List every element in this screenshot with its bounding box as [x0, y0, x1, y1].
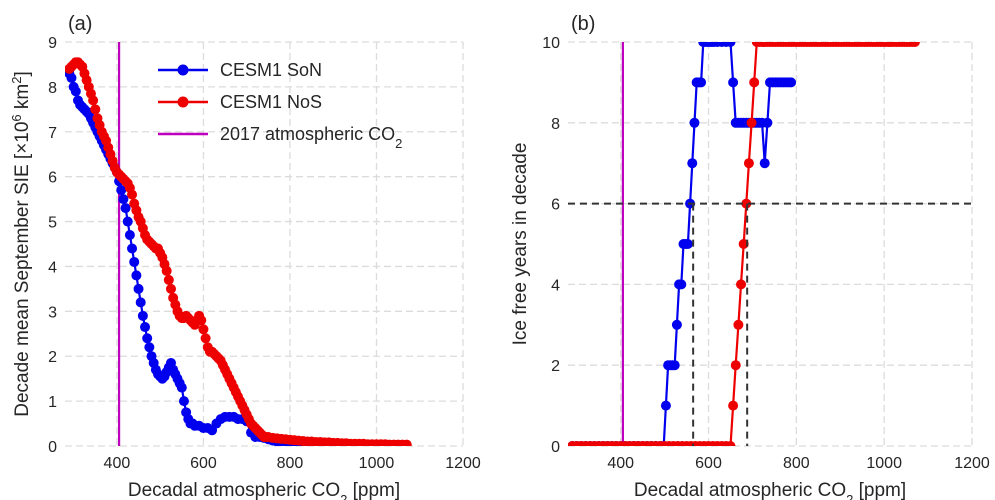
data-point	[671, 319, 682, 330]
y-tick-label: 10	[542, 35, 560, 52]
panel-a-ticks: 400 600 800 1000 1200 0 1 2 3 4 5 6 7 8 9	[48, 35, 481, 472]
panel-a-series	[65, 57, 412, 446]
y-tick-label: 8	[48, 80, 57, 97]
y-tick-label: 9	[48, 35, 57, 52]
data-point	[140, 322, 151, 333]
data-point	[743, 158, 754, 169]
data-point	[728, 400, 739, 411]
data-point	[133, 283, 144, 294]
data-point	[401, 439, 412, 446]
x-tick-label: 600	[695, 455, 722, 472]
data-point	[178, 396, 189, 407]
panel-b-series	[568, 42, 920, 446]
x-tick-label: 800	[277, 455, 304, 472]
y-tick-label: 7	[48, 125, 57, 142]
panel-b-x-axis-label: Decadal atmospheric CO2 [ppm]	[634, 480, 906, 500]
panel-a-grid	[65, 41, 464, 447]
legend-label-2017: 2017 atmospheric CO2	[220, 124, 402, 151]
data-point	[660, 400, 671, 411]
data-point	[725, 42, 736, 47]
data-point	[733, 319, 744, 330]
panel-b-y-axis-label: Ice free years in decade	[510, 143, 531, 346]
x-tick-label: 600	[190, 455, 217, 472]
data-point	[127, 189, 138, 200]
data-point	[127, 243, 138, 254]
data-point	[142, 333, 153, 344]
data-point	[144, 342, 155, 353]
data-point	[759, 158, 770, 169]
y-tick-label: 2	[48, 349, 57, 366]
data-point	[909, 42, 920, 47]
legend: CESM1 SoN CESM1 NoS 2017 atmospheric CO2	[158, 60, 402, 151]
y-tick-label: 8	[551, 116, 560, 133]
legend-label-son: CESM1 SoN	[220, 60, 322, 80]
panel-b-label: (b)	[571, 13, 595, 35]
data-point	[669, 360, 680, 371]
x-tick-label: 1000	[866, 455, 902, 472]
y-tick-label: 6	[551, 197, 560, 214]
data-point	[122, 216, 133, 227]
data-point	[786, 77, 797, 88]
data-point	[163, 274, 174, 285]
data-point	[116, 185, 127, 196]
data-point	[129, 256, 140, 267]
panel-a-y-axis-label: Decade mean September SIE [×106 km2]	[9, 71, 34, 417]
y-tick-label: 0	[48, 439, 57, 456]
y-tick-label: 6	[48, 170, 57, 187]
data-point	[736, 279, 747, 290]
data-point	[90, 104, 101, 115]
x-tick-label: 400	[607, 455, 634, 472]
y-tick-label: 3	[48, 304, 57, 321]
data-point	[200, 333, 211, 344]
data-point	[746, 117, 757, 128]
data-point	[728, 77, 739, 88]
data-point	[124, 230, 135, 241]
data-point	[689, 117, 700, 128]
data-point	[135, 297, 146, 308]
y-tick-label: 1	[48, 394, 57, 411]
y-tick-label: 4	[48, 259, 57, 276]
panel-a: 400 600 800 1000 1200 0 1 2 3 4 5 6 7 8 9 (a) Decadal …	[9, 13, 481, 500]
data-point	[196, 315, 207, 326]
data-point	[165, 283, 176, 294]
data-point	[696, 77, 707, 88]
data-point	[131, 270, 142, 281]
data-point	[725, 441, 736, 446]
data-point	[738, 239, 749, 249]
data-point	[749, 77, 760, 88]
y-tick-label: 2	[551, 358, 560, 375]
x-tick-label: 1200	[954, 455, 990, 472]
y-tick-label: 5	[48, 215, 57, 232]
panel-b-threshold-lines	[568, 202, 972, 446]
data-point	[198, 324, 209, 335]
data-point	[137, 310, 148, 321]
panel-a-x-axis-label: Decadal atmospheric CO2 [ppm]	[128, 480, 400, 500]
panel-b-ticks: 400 600 800 1000 1200 0 2 4 6 8 10	[542, 35, 990, 472]
data-point	[730, 360, 741, 371]
panel-a-label: (a)	[68, 13, 92, 35]
data-point	[687, 158, 698, 169]
legend-marker-son	[177, 64, 189, 76]
panel-b: 400 600 800 1000 1200 0 2 4 6 8 10 (b) Decadal atm…	[510, 13, 990, 500]
data-point	[176, 382, 187, 393]
data-point	[88, 95, 99, 106]
data-point	[120, 203, 131, 214]
data-point	[762, 117, 773, 128]
x-tick-label: 1200	[445, 455, 481, 472]
data-point	[682, 239, 693, 249]
data-point	[70, 86, 81, 97]
y-tick-label: 0	[551, 439, 560, 456]
x-tick-label: 800	[783, 455, 810, 472]
legend-marker-nos	[177, 96, 189, 108]
x-tick-label: 1000	[359, 455, 395, 472]
data-point	[161, 265, 172, 276]
data-point	[676, 279, 687, 290]
legend-label-nos: CESM1 NoS	[220, 92, 322, 112]
y-tick-label: 4	[551, 277, 560, 294]
x-tick-label: 400	[104, 455, 131, 472]
data-point	[118, 194, 129, 205]
data-point	[66, 72, 77, 83]
panel-b-plot-area	[568, 42, 972, 446]
